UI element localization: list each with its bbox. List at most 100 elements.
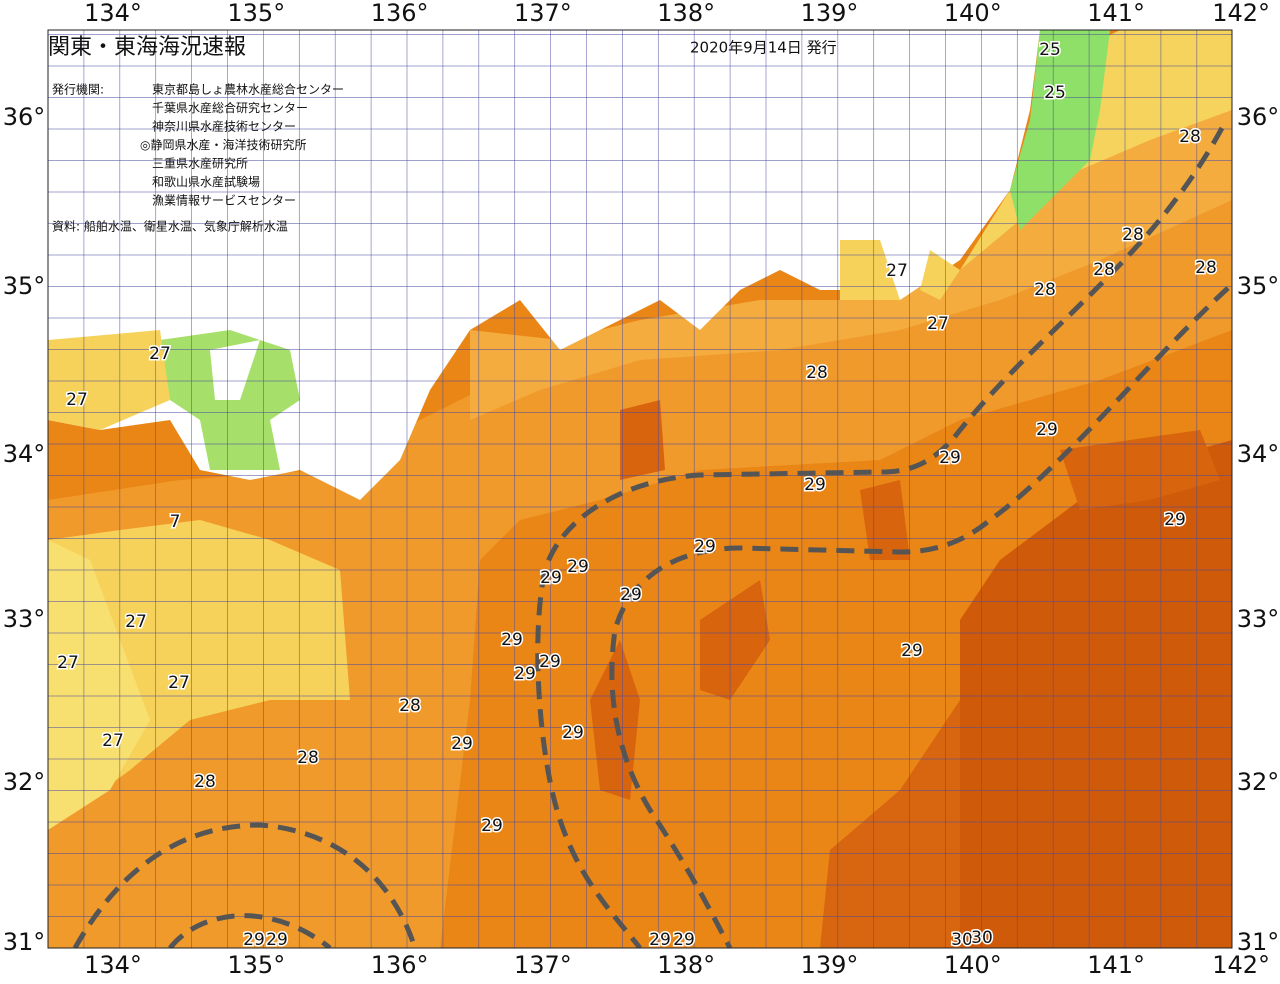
lat-label-left: 35° <box>3 272 46 300</box>
lon-label-bottom: 137° <box>514 951 572 979</box>
lon-label-top: 136° <box>371 0 429 27</box>
source: 資料: 船舶水温、衛星水温、気象庁解析水温 <box>52 219 288 234</box>
contour-label: 7 <box>170 512 181 532</box>
hot-patch <box>590 400 1220 800</box>
agency: 和歌山県水産試験場 <box>152 174 260 189</box>
agency: ◎静岡県水産・海洋技術研究所 <box>140 137 306 152</box>
lon-label-bottom: 134° <box>84 951 142 979</box>
current-line <box>609 286 1230 948</box>
labels: 東京都島しょ農林水産総合センター千葉県水産総合研究センター神奈川県水産技術センタ… <box>3 0 1280 979</box>
contour-label: 29 <box>451 734 473 754</box>
contour-label: 27 <box>102 731 124 751</box>
contour-label: 28 <box>1034 280 1056 300</box>
contour-label: 29 <box>266 930 288 950</box>
contour-label: 25 <box>1044 83 1066 103</box>
contour-label: 27 <box>66 390 88 410</box>
contour-label: 29 <box>567 557 589 577</box>
issue-date: 2020年9月14日 発行 <box>690 39 837 57</box>
hot-zone <box>820 700 960 948</box>
contour-label: 29 <box>562 723 584 743</box>
contour-label: 29 <box>694 537 716 557</box>
contour-label: 29 <box>243 930 265 950</box>
contour-label: 29 <box>1036 420 1058 440</box>
lon-label-bottom: 135° <box>227 951 285 979</box>
contour-label: 27 <box>168 673 190 693</box>
current-line <box>168 913 332 948</box>
contour-label: 28 <box>1195 258 1217 278</box>
lon-label-top: 142° <box>1212 0 1270 27</box>
agencies-label: 発行機関: <box>52 82 104 97</box>
agency: 三重県水産研究所 <box>152 156 248 171</box>
lon-label-bottom: 136° <box>371 951 429 979</box>
map-title: 関東・東海海況速報 <box>48 35 246 60</box>
lon-label-top: 139° <box>801 0 859 27</box>
lat-label-right: 32° <box>1237 768 1280 796</box>
contour-label: 28 <box>297 748 319 768</box>
lon-label-bottom: 139° <box>801 951 859 979</box>
agency: 東京都島しょ農林水産総合センター <box>152 82 344 97</box>
lon-label-top: 135° <box>227 0 285 27</box>
current-line <box>535 126 1225 948</box>
hot-zone <box>960 440 1232 948</box>
contour-label: 27 <box>149 344 171 364</box>
contour-label: 28 <box>1179 127 1201 147</box>
coastal-zone <box>48 330 170 430</box>
contour-label: 29 <box>804 475 826 495</box>
lat-label-left: 33° <box>3 605 46 633</box>
contour-label: 30 <box>971 928 993 948</box>
contour-label: 29 <box>539 652 561 672</box>
grid <box>48 30 1232 948</box>
lon-label-bottom: 141° <box>1087 951 1145 979</box>
contour-label: 28 <box>194 772 216 792</box>
current-axis <box>72 126 1230 948</box>
cool-zone <box>48 540 150 830</box>
agency: 漁業情報サービスセンター <box>152 194 296 208</box>
current-line <box>72 822 418 948</box>
lon-label-top: 134° <box>84 0 142 27</box>
contour-label: 29 <box>481 816 503 836</box>
lat-label-right: 33° <box>1237 605 1280 633</box>
lat-label-left: 34° <box>3 440 46 468</box>
lon-label-bottom: 138° <box>657 951 715 979</box>
lat-label-right: 34° <box>1237 440 1280 468</box>
land <box>210 340 260 400</box>
lat-label-right: 36° <box>1237 103 1280 131</box>
warm-zone <box>48 190 1232 948</box>
lon-label-top: 140° <box>944 0 1002 27</box>
agency: 千葉県水産総合研究センター <box>152 100 308 115</box>
contour-label: 29 <box>939 448 961 468</box>
lon-label-top: 141° <box>1087 0 1145 27</box>
contour-label: 27 <box>886 261 908 281</box>
contour-label: 29 <box>673 930 695 950</box>
contour-label: 30 <box>951 930 973 950</box>
contour-label: 29 <box>620 585 642 605</box>
contour-label: 28 <box>399 696 421 716</box>
map-area <box>48 30 1232 948</box>
contour-label: 29 <box>1164 510 1186 530</box>
bay-zone <box>1010 30 1110 230</box>
lon-label-top: 137° <box>514 0 572 27</box>
agency: 神奈川県水産技術センター <box>152 119 296 134</box>
contour-label: 27 <box>927 314 949 334</box>
contour-label: 28 <box>1122 225 1144 245</box>
contour-label: 29 <box>540 568 562 588</box>
contour-label: 29 <box>514 664 536 684</box>
contour-label: 28 <box>806 363 828 383</box>
contour-label: 28 <box>1093 260 1115 280</box>
lat-label-right: 31° <box>1237 928 1280 956</box>
contour-label: 27 <box>57 653 79 673</box>
contour-label: 25 <box>1039 40 1061 60</box>
lat-label-left: 36° <box>3 103 46 131</box>
map-frame <box>47 29 1233 949</box>
contour-label: 29 <box>501 630 523 650</box>
lat-label-right: 35° <box>1237 272 1280 300</box>
lat-label-left: 32° <box>3 768 46 796</box>
lon-label-bottom: 142° <box>1212 951 1270 979</box>
lat-label-left: 31° <box>3 928 46 956</box>
contour-label: 29 <box>901 641 923 661</box>
lon-label-top: 138° <box>657 0 715 27</box>
lon-label-bottom: 140° <box>944 951 1002 979</box>
contour-label: 27 <box>125 612 147 632</box>
contour-label: 29 <box>649 930 671 950</box>
